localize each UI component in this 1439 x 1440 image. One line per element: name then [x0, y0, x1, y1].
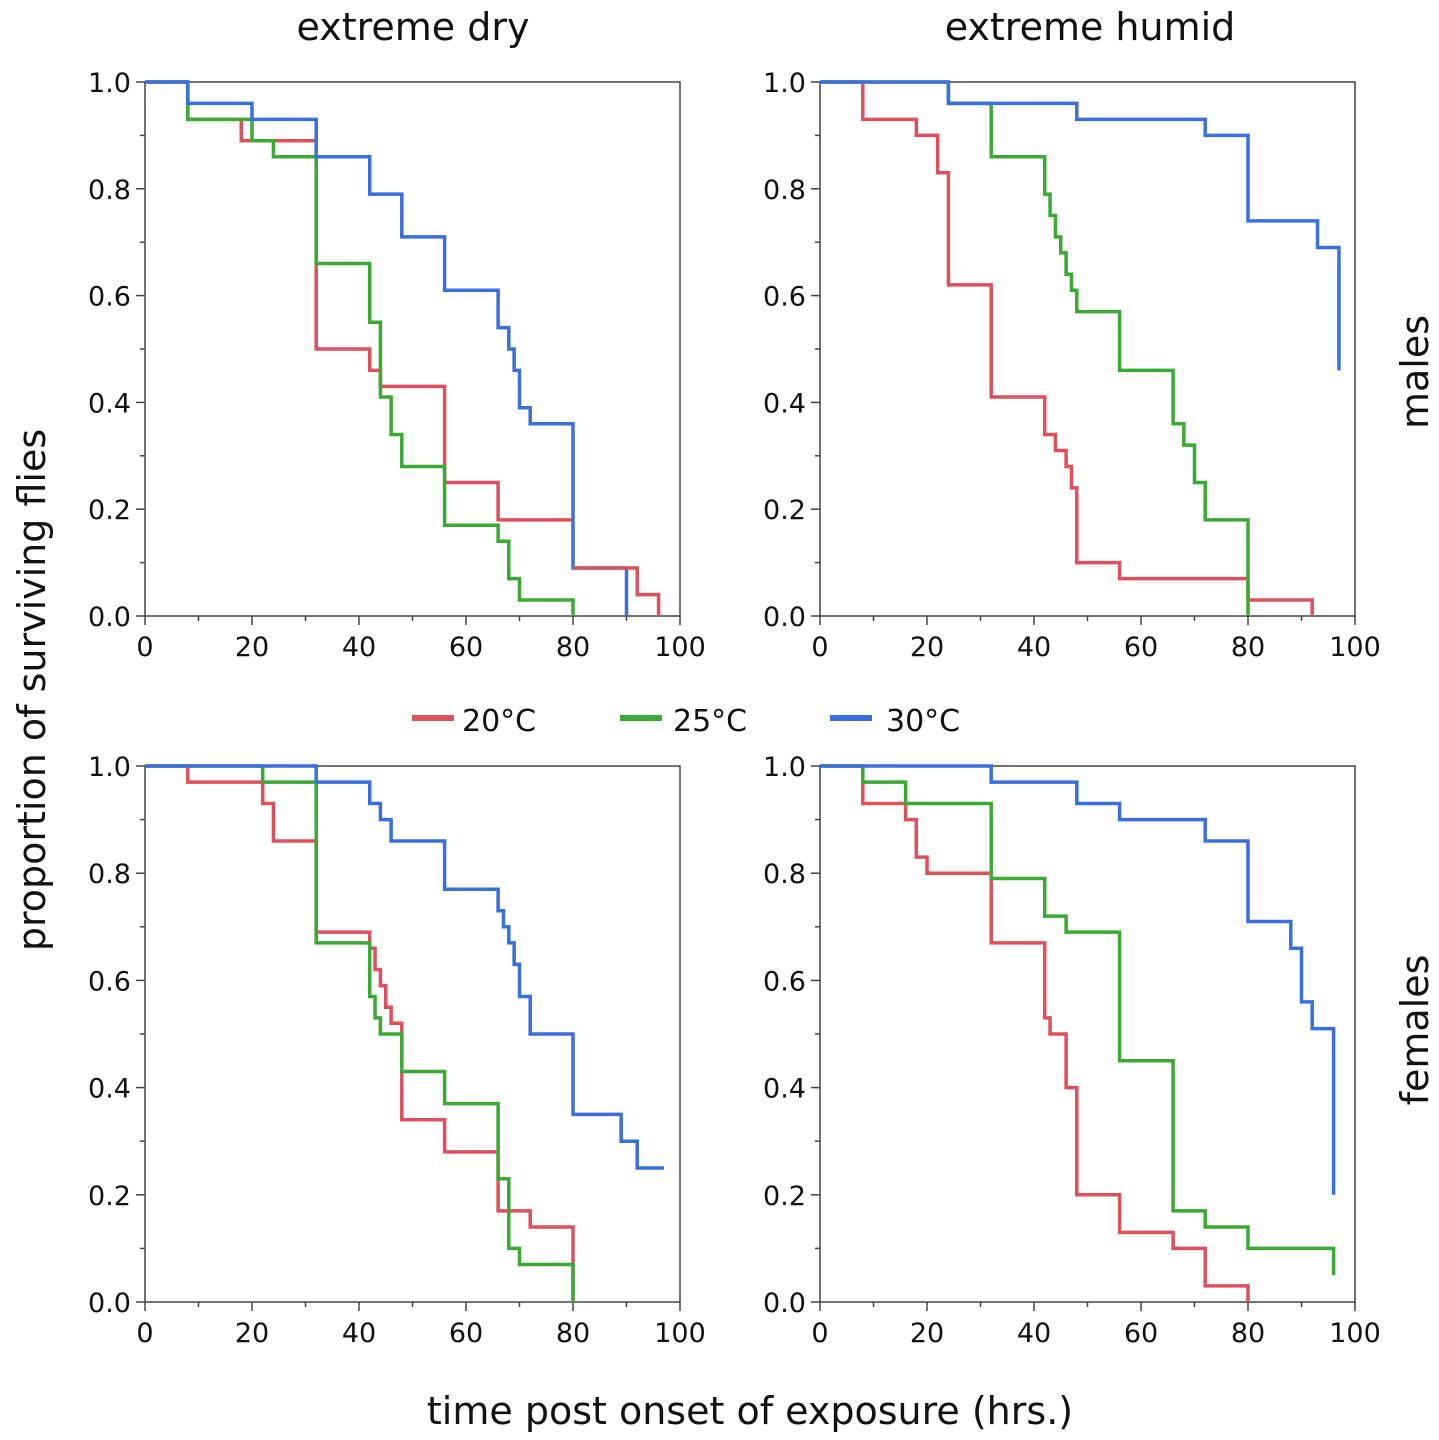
- y-tick-label: 1.0: [88, 752, 131, 783]
- legend-label-30c: 30°C: [886, 704, 960, 739]
- x-tick-label: 20: [235, 632, 269, 663]
- x-tick-label: 40: [342, 1318, 376, 1349]
- panel-dry-females: 0 20 40 60 80 100 0.0 0.2 0.4 0.6 0.8 1.0: [88, 752, 706, 1349]
- y-tick-label: 0.6: [88, 966, 131, 997]
- y-tick-label: 0.0: [763, 602, 806, 633]
- survival-curve-25c: [145, 764, 575, 1302]
- x-tick-label: 80: [1231, 1318, 1265, 1349]
- col-title-humid: extreme humid: [945, 5, 1236, 49]
- y-tick-label: 0.6: [88, 282, 131, 313]
- survival-curve-30c: [820, 80, 1341, 371]
- y-tick-label: 0.8: [763, 859, 806, 890]
- survival-curve-20c: [145, 80, 573, 522]
- survival-curve-20c: [145, 764, 575, 1302]
- x-tick-label: 0: [136, 1318, 153, 1349]
- survival-curve-20c: [820, 764, 1250, 1302]
- y-tick-label: 0.0: [88, 602, 131, 633]
- y-tick-label: 0.4: [763, 388, 806, 419]
- y-tick-label: 0.8: [763, 175, 806, 206]
- panel-dry-males: 0 20 40 60 80 100 0.0 0.2 0.4 0.6 0.8 1.0: [88, 68, 706, 663]
- x-tick-label: 80: [556, 1318, 590, 1349]
- y-tick-label: 1.0: [88, 68, 131, 99]
- survival-curve-30c: [145, 764, 664, 1170]
- y-tick-label: 1.0: [763, 752, 806, 783]
- panel-humid-males: 0 20 40 60 80 100 0.0 0.2 0.4 0.6 0.8 1.0: [763, 68, 1381, 663]
- row-label-males: males: [1393, 315, 1437, 429]
- col-title-dry: extreme dry: [297, 5, 530, 49]
- y-axis-title: proportion of surviving flies: [10, 429, 54, 951]
- x-tick-label: 40: [1017, 632, 1051, 663]
- y-tick-label: 0.2: [763, 495, 806, 526]
- x-tick-label: 20: [910, 1318, 944, 1349]
- x-tick-label: 60: [449, 632, 483, 663]
- y-tick-label: 0.4: [763, 1074, 806, 1105]
- survival-curve-25c: [145, 80, 575, 616]
- x-tick-label: 20: [235, 1318, 269, 1349]
- plot-frame: [144, 81, 681, 617]
- y-tick-label: 0.8: [88, 175, 131, 206]
- survival-curve-30c: [820, 764, 1336, 1195]
- y-tick-label: 0.2: [88, 1181, 131, 1212]
- y-tick-label: 0.2: [763, 1181, 806, 1212]
- panel-humid-females: 0 20 40 60 80 100 0.0 0.2 0.4 0.6 0.8 1.0: [763, 752, 1381, 1349]
- y-tick-label: 1.0: [763, 68, 806, 99]
- plot-frame: [819, 765, 1356, 1303]
- x-tick-label: 0: [136, 632, 153, 663]
- y-tick-label: 0.2: [88, 495, 131, 526]
- survival-curve-20c: [573, 566, 661, 616]
- x-tick-label: 100: [1329, 1318, 1381, 1349]
- x-tick-label: 80: [1231, 632, 1265, 663]
- x-tick-label: 0: [811, 1318, 828, 1349]
- plot-frame: [819, 81, 1356, 617]
- x-tick-label: 60: [449, 1318, 483, 1349]
- legend: 20°C 25°C 30°C: [412, 704, 960, 739]
- x-tick-label: 100: [1329, 632, 1381, 663]
- legend-label-25c: 25°C: [673, 704, 747, 739]
- y-tick-label: 0.0: [88, 1288, 131, 1319]
- y-tick-label: 0.0: [763, 1288, 806, 1319]
- x-tick-label: 40: [342, 632, 376, 663]
- y-tick-label: 0.4: [88, 388, 131, 419]
- x-tick-label: 100: [654, 1318, 706, 1349]
- y-tick-label: 0.6: [763, 282, 806, 313]
- x-tick-label: 80: [556, 632, 590, 663]
- row-label-females: females: [1393, 955, 1437, 1106]
- legend-label-20c: 20°C: [462, 704, 536, 739]
- x-tick-label: 0: [811, 632, 828, 663]
- survival-curve-25c: [820, 80, 1250, 616]
- x-tick-label: 40: [1017, 1318, 1051, 1349]
- survival-curve-25c: [820, 764, 1336, 1276]
- survival-curve-30c: [145, 80, 629, 616]
- x-axis-title: time post onset of exposure (hrs.): [427, 1389, 1073, 1433]
- y-tick-label: 0.8: [88, 859, 131, 890]
- panels: 0 20 40 60 80 100 0.0 0.2 0.4 0.6 0.8 1.0 0 20 40 60 80 1…: [88, 68, 1381, 1349]
- y-tick-label: 0.4: [88, 1074, 131, 1105]
- plot-frame: [144, 765, 681, 1303]
- survival-curve-20c: [820, 80, 1314, 616]
- x-tick-label: 60: [1124, 632, 1158, 663]
- x-tick-label: 60: [1124, 1318, 1158, 1349]
- x-tick-label: 100: [654, 632, 706, 663]
- y-tick-label: 0.6: [763, 966, 806, 997]
- x-tick-label: 20: [910, 632, 944, 663]
